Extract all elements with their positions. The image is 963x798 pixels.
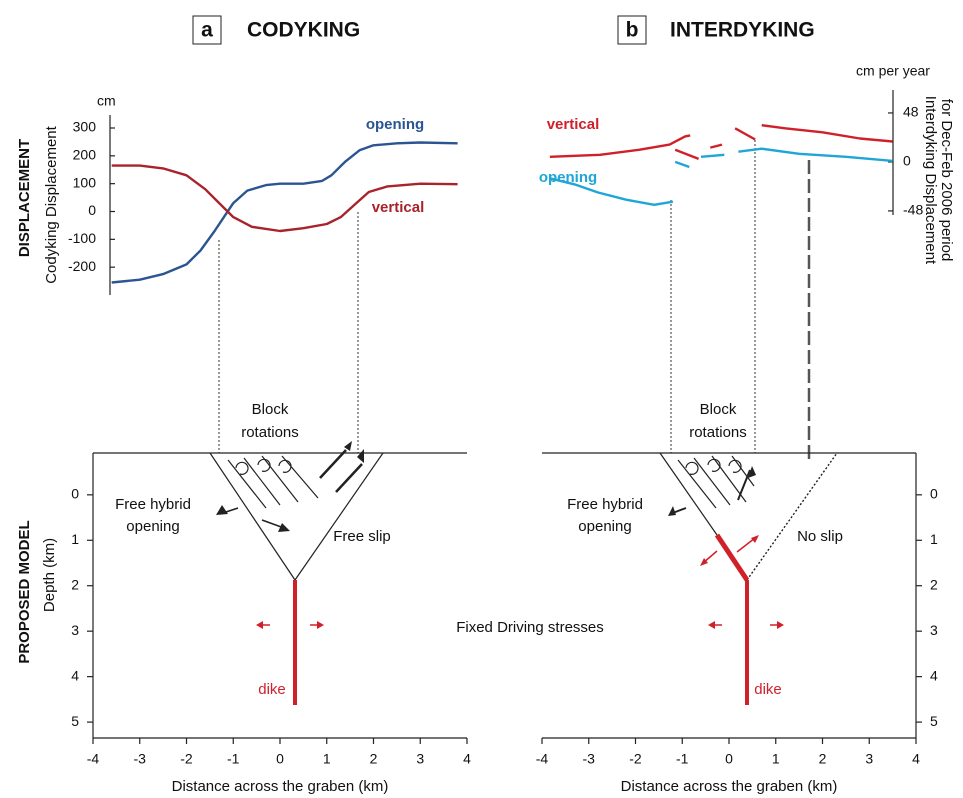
- x-axis-label: Distance across the graben (km): [621, 778, 838, 795]
- x-axis-label: Distance across the graben (km): [172, 778, 389, 795]
- x-tick-label: -4: [87, 751, 100, 767]
- series-label: opening: [366, 116, 424, 133]
- panel-title: CODYKING: [247, 19, 360, 42]
- panel-label: a: [201, 19, 213, 42]
- y-tick-label: 0: [903, 153, 911, 169]
- y-tick-label: 1: [930, 531, 938, 547]
- y-tick-label: 5: [930, 713, 938, 729]
- data-line: [111, 141, 458, 284]
- panel-box: [192, 15, 222, 45]
- series-label: vertical: [372, 199, 425, 216]
- y-tick-label: 300: [73, 119, 97, 135]
- x-tick-label: 2: [819, 751, 827, 767]
- x-tick-label: -4: [536, 751, 549, 767]
- x-tick-label: -1: [676, 751, 689, 767]
- y-unit: cm: [97, 93, 116, 109]
- annotation: opening: [578, 518, 631, 535]
- x-tick-label: 3: [865, 751, 873, 767]
- y-tick-label: 4: [930, 667, 938, 683]
- y-tick-label: 100: [73, 174, 97, 190]
- series-label: opening: [539, 169, 597, 186]
- y-tick-label: 200: [73, 147, 97, 163]
- y-axis-label: Depth (km): [41, 538, 58, 612]
- model-b: [659, 452, 838, 705]
- y-tick-label: 1: [71, 531, 79, 547]
- x-tick-label: 2: [370, 751, 378, 767]
- annotation: rotations: [689, 424, 747, 441]
- annotation: No slip: [797, 528, 843, 545]
- y-tick-label: 48: [903, 104, 919, 120]
- data-line: [111, 164, 458, 233]
- y-axis-label: Interdyking Displacement: [922, 96, 939, 265]
- annotation: Block: [700, 401, 737, 418]
- y-tick-label: 0: [71, 486, 79, 502]
- section-label: DISPLACEMENT: [16, 139, 33, 257]
- panel-title: INTERDYKING: [670, 19, 815, 42]
- annotation: Block: [252, 401, 289, 418]
- y-tick-label: 2: [71, 576, 79, 592]
- y-tick-label: 3: [930, 622, 938, 638]
- panel-label: b: [626, 19, 639, 42]
- annotation: rotations: [241, 424, 299, 441]
- x-tick-label: 0: [725, 751, 733, 767]
- y-tick-label: 2: [930, 576, 938, 592]
- annotation: Free slip: [333, 528, 391, 545]
- x-tick-label: 3: [416, 751, 424, 767]
- annotation: Free hybrid: [567, 496, 643, 513]
- x-tick-label: 4: [463, 751, 471, 767]
- x-tick-label: 1: [772, 751, 780, 767]
- y-axis-label: Codyking Displacement: [43, 125, 60, 283]
- x-tick-label: -1: [227, 751, 240, 767]
- guide-line: [218, 140, 756, 453]
- x-tick-label: 1: [323, 751, 331, 767]
- y-tick-label: 5: [71, 713, 79, 729]
- x-tick-label: -3: [134, 751, 147, 767]
- x-tick-label: -2: [629, 751, 642, 767]
- y-axis-label: for Dec-Feb 2006 period: [938, 99, 955, 262]
- y-tick-label: 0: [88, 202, 96, 218]
- x-tick-label: 0: [276, 751, 284, 767]
- annotation: opening: [126, 518, 179, 535]
- data-line: [549, 147, 893, 206]
- annotation: Free hybrid: [115, 496, 191, 513]
- y-tick-label: -100: [68, 230, 96, 246]
- y-tick-label: -48: [903, 202, 923, 218]
- y-tick-label: 0: [930, 486, 938, 502]
- data-line: [549, 124, 893, 161]
- annotation: dike: [258, 681, 286, 698]
- y-tick-label: 4: [71, 667, 79, 683]
- y-tick-label: 3: [71, 622, 79, 638]
- y-unit: cm per year: [856, 63, 930, 79]
- panel-box: [617, 15, 647, 45]
- annotation: Fixed Driving stresses: [456, 619, 604, 636]
- x-tick-label: -3: [583, 751, 596, 767]
- x-tick-label: -2: [180, 751, 193, 767]
- y-tick-label: -200: [68, 258, 96, 274]
- annotation: dike: [754, 681, 782, 698]
- x-tick-label: 4: [912, 751, 920, 767]
- model-a: [209, 441, 384, 705]
- series-label: vertical: [547, 116, 600, 133]
- section-label: PROPOSED MODEL: [16, 520, 33, 663]
